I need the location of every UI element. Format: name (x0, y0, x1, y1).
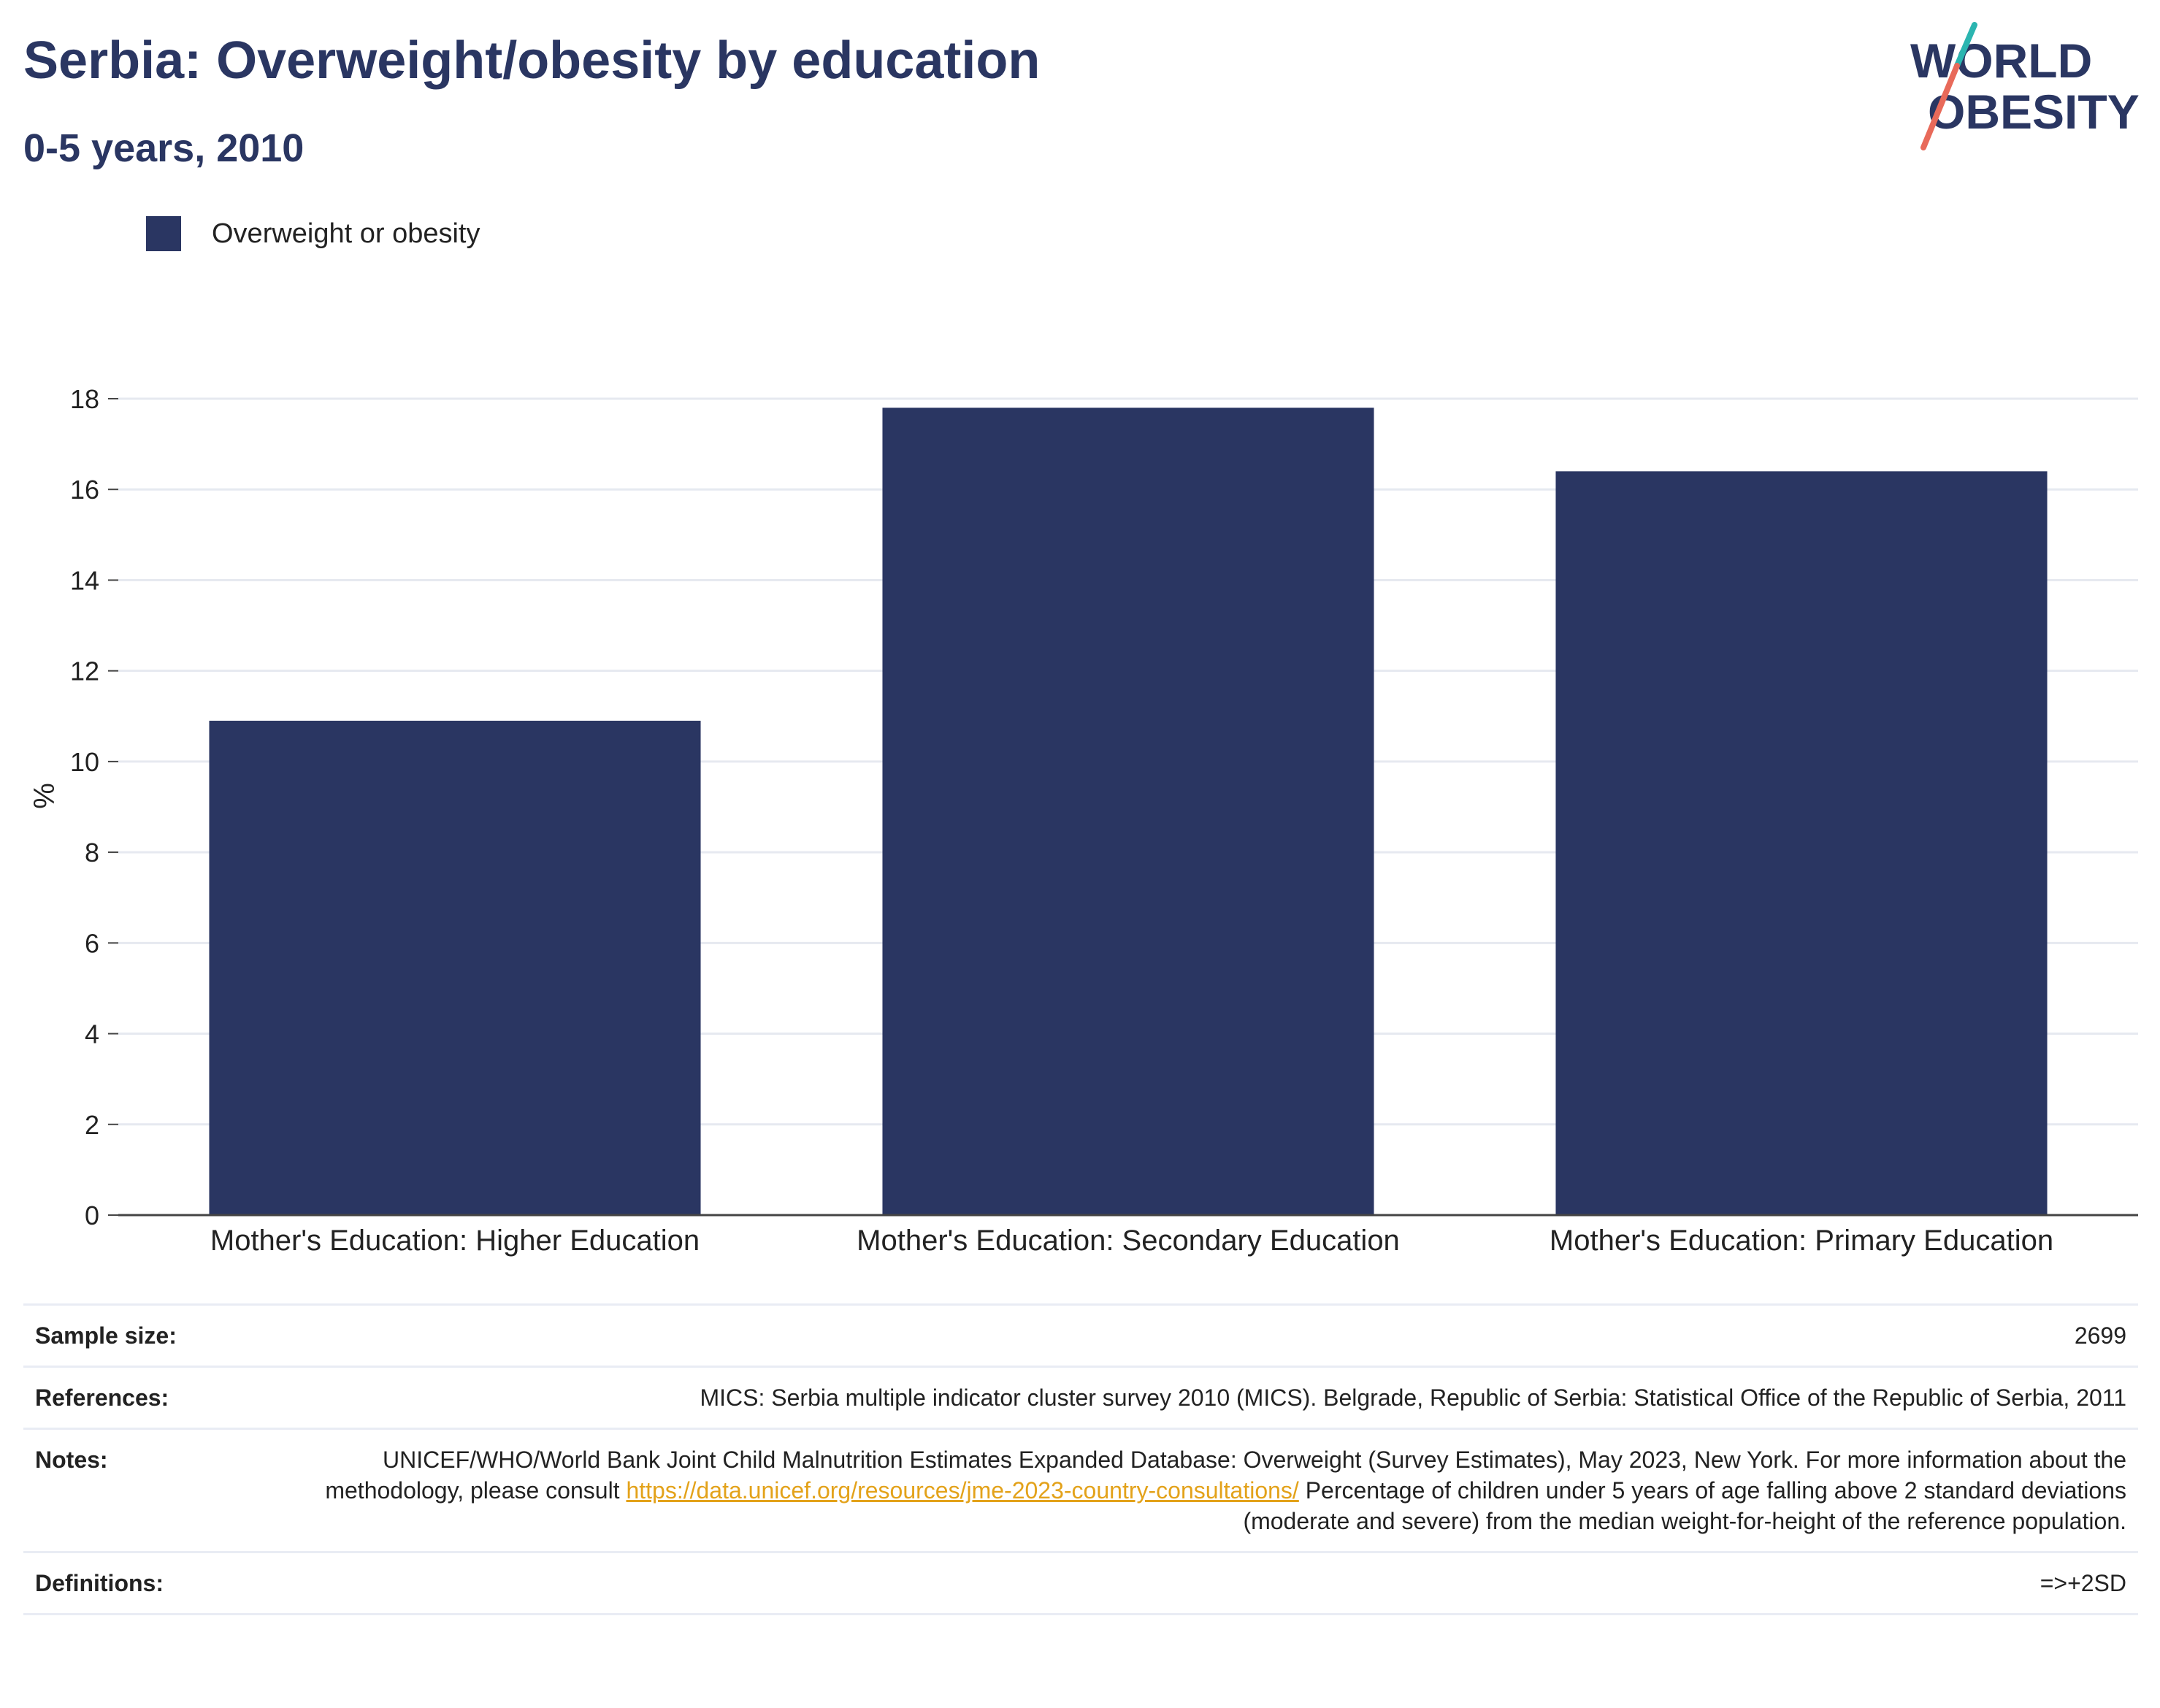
y-tick-label: 16 (70, 475, 99, 505)
notes-label: Notes: (35, 1447, 108, 1473)
references-label: References: (35, 1385, 169, 1411)
notes-text-after: Percentage of children under 5 years of … (1243, 1477, 2126, 1534)
y-tick-label: 14 (70, 565, 99, 595)
definitions-value: =>+2SD (2040, 1570, 2126, 1596)
y-tick-label: 10 (70, 747, 99, 777)
sample-size-row: Sample size: 2699 (23, 1304, 2138, 1367)
y-tick-label: 4 (85, 1019, 99, 1049)
chart-legend[interactable]: Overweight or obesity (146, 216, 480, 251)
sample-size-value: 2699 (2074, 1322, 2126, 1349)
y-tick-label: 12 (70, 656, 99, 686)
chart-subtitle: 0-5 years, 2010 (23, 126, 305, 170)
bar-chart: 0 2 4 6 8 10 12 14 16 18 Mother's Education: Highe… (28, 384, 2138, 1257)
x-category-label: Mother's Education: Higher Education (210, 1225, 700, 1257)
references-value: MICS: Serbia multiple indicator cluster … (700, 1385, 2126, 1411)
y-axis-title: % (28, 783, 61, 809)
x-category-label: Mother's Education: Secondary Education (857, 1225, 1400, 1257)
y-tick-label: 8 (85, 838, 99, 868)
y-tick-label: 18 (70, 384, 99, 414)
methodology-link[interactable]: https://data.unicef.org/resources/jme-20… (626, 1477, 1299, 1504)
chart-title: Serbia: Overweight/obesity by education (23, 31, 1041, 90)
logo-coral-stroke (1920, 63, 1960, 150)
bar[interactable] (209, 720, 701, 1215)
bar[interactable] (882, 407, 1374, 1215)
legend-label: Overweight or obesity (212, 218, 480, 249)
sample-size-label: Sample size: (35, 1322, 177, 1349)
definitions-row: Definitions: =>+2SD (23, 1552, 2138, 1615)
notes-text-before: UNICEF/WHO/World Bank Joint Child Malnut… (325, 1447, 2126, 1504)
y-tick-label: 0 (85, 1200, 99, 1230)
y-tick-label: 6 (85, 928, 99, 958)
legend-swatch (146, 216, 181, 251)
y-tick-label: 2 (85, 1110, 99, 1140)
notes-value: UNICEF/WHO/World Bank Joint Child Malnut… (266, 1429, 2138, 1552)
x-category-label: Mother's Education: Primary Education (1550, 1225, 2053, 1257)
info-table: Sample size: 2699 References: MICS: Serb… (23, 1303, 2138, 1615)
definitions-label: Definitions: (35, 1570, 164, 1596)
logo-word-obesity: OBESITY (1928, 85, 2140, 139)
axes: 0 2 4 6 8 10 12 14 16 18 Mother's Education: Highe… (70, 384, 2138, 1257)
world-obesity-logo: WORLD OBESITY (1910, 22, 2140, 150)
logo-teal-stroke (1954, 22, 1977, 69)
logo-word-world: WORLD (1910, 34, 2092, 88)
references-row: References: MICS: Serbia multiple indica… (23, 1366, 2138, 1429)
notes-row: Notes: UNICEF/WHO/World Bank Joint Child… (23, 1428, 2138, 1552)
bars (209, 407, 2048, 1215)
bar[interactable] (1555, 471, 2048, 1215)
